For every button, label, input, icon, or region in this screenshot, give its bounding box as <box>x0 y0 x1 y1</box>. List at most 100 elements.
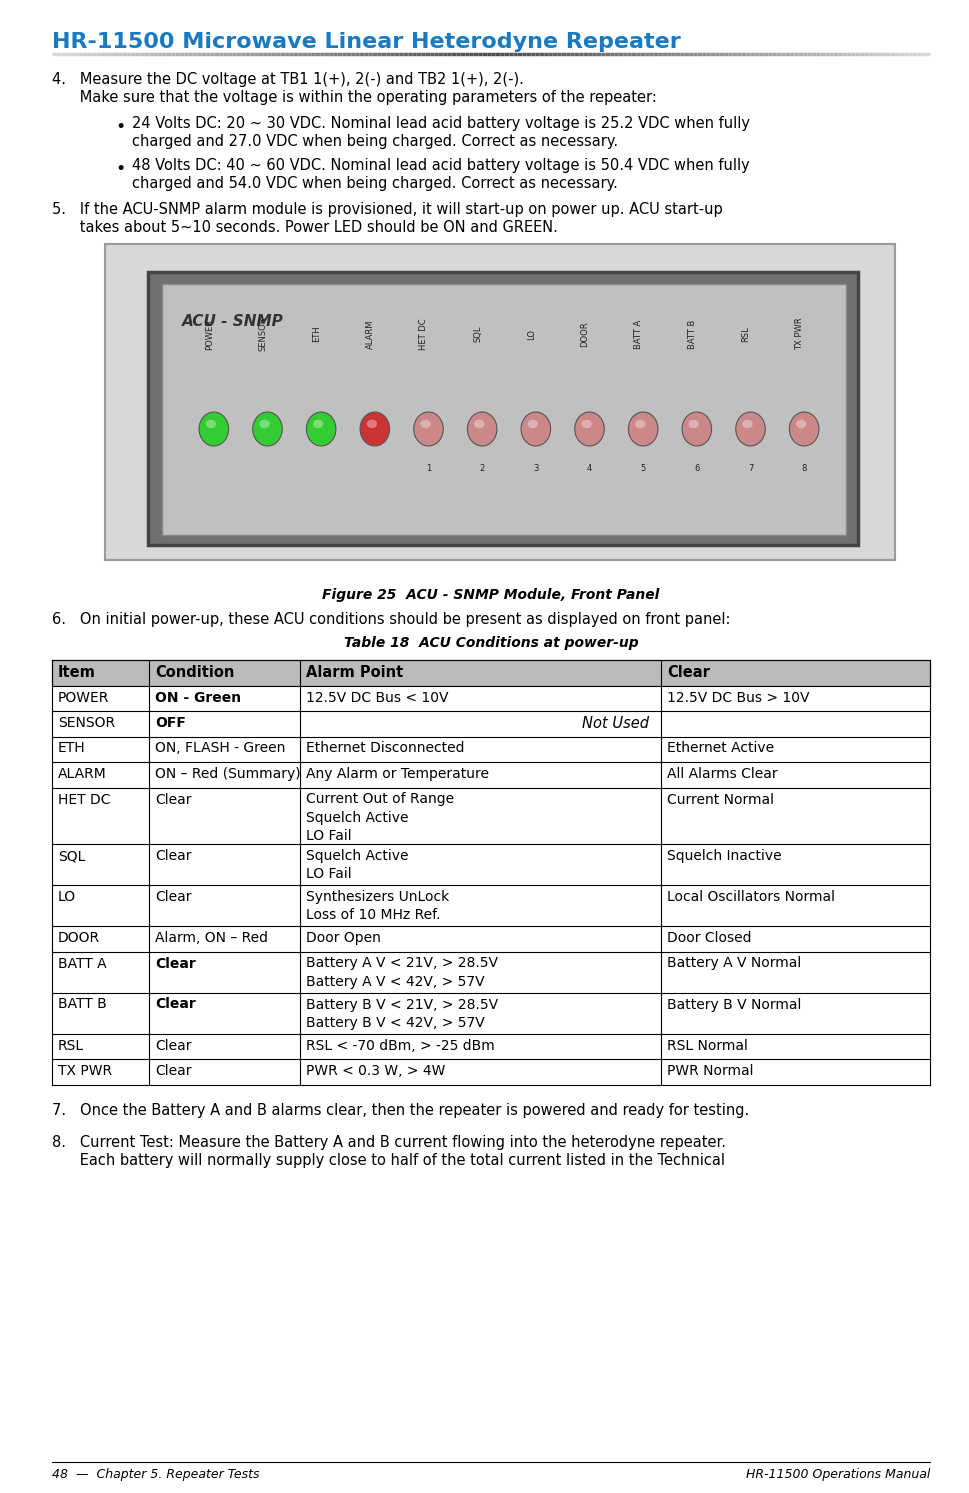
Text: 12.5V DC Bus < 10V: 12.5V DC Bus < 10V <box>306 690 449 705</box>
Bar <box>52 993 930 1033</box>
Bar <box>52 885 930 926</box>
Ellipse shape <box>414 412 443 446</box>
Bar <box>52 844 930 885</box>
Text: LO: LO <box>58 890 77 903</box>
Text: ETH: ETH <box>58 742 85 755</box>
Text: Ethernet Active: Ethernet Active <box>668 742 774 755</box>
Text: 24 Volts DC: 20 ~ 30 VDC. Nominal lead acid battery voltage is 25.2 VDC when ful: 24 Volts DC: 20 ~ 30 VDC. Nominal lead a… <box>132 116 750 131</box>
Text: Alarm Point: Alarm Point <box>306 664 404 679</box>
Text: HR-11500 Microwave Linear Heterodyne Repeater: HR-11500 Microwave Linear Heterodyne Rep… <box>52 31 681 52</box>
Text: Door Closed: Door Closed <box>668 932 752 945</box>
Text: HET DC: HET DC <box>420 318 428 349</box>
Text: 8.   Current Test: Measure the Battery A and B current flowing into the heterody: 8. Current Test: Measure the Battery A a… <box>52 1135 726 1150</box>
Text: BATT B: BATT B <box>58 997 107 1011</box>
Text: Squelch Inactive: Squelch Inactive <box>668 850 782 863</box>
Text: ETH: ETH <box>312 325 321 342</box>
Ellipse shape <box>205 420 216 428</box>
Bar <box>148 272 858 545</box>
Text: Item: Item <box>58 664 96 679</box>
Text: 12.5V DC Bus > 10V: 12.5V DC Bus > 10V <box>668 690 810 705</box>
Text: Local Oscillators Normal: Local Oscillators Normal <box>668 890 835 903</box>
Text: Battery B V < 21V, > 28.5V
Battery B V < 42V, > 57V: Battery B V < 21V, > 28.5V Battery B V <… <box>306 997 499 1030</box>
Text: 5.   If the ACU-SNMP alarm module is provisioned, it will start-up on power up. : 5. If the ACU-SNMP alarm module is provi… <box>52 202 723 216</box>
Ellipse shape <box>735 412 766 446</box>
Bar <box>52 736 930 761</box>
Ellipse shape <box>790 412 819 446</box>
Bar <box>52 685 930 711</box>
Text: Ethernet Disconnected: Ethernet Disconnected <box>306 742 465 755</box>
Text: Table 18  ACU Conditions at power-up: Table 18 ACU Conditions at power-up <box>344 636 639 649</box>
Text: Door Open: Door Open <box>306 932 382 945</box>
Text: TX PWR: TX PWR <box>58 1065 112 1078</box>
Text: POWER: POWER <box>204 318 214 349</box>
Ellipse shape <box>629 412 658 446</box>
Ellipse shape <box>366 420 377 428</box>
Ellipse shape <box>313 420 324 428</box>
Text: Not Used: Not Used <box>581 717 648 732</box>
Text: SENSOR: SENSOR <box>58 717 115 730</box>
Text: Clear: Clear <box>155 890 192 903</box>
Text: Clear: Clear <box>668 664 710 679</box>
Text: Current Normal: Current Normal <box>668 793 774 806</box>
Text: RSL: RSL <box>58 1039 84 1053</box>
Text: SENSOR: SENSOR <box>259 317 267 351</box>
Ellipse shape <box>635 420 645 428</box>
Text: Clear: Clear <box>155 1039 192 1053</box>
Text: ALARM: ALARM <box>366 320 375 349</box>
Text: ON - Green: ON - Green <box>155 690 241 705</box>
Bar <box>52 660 930 685</box>
Text: Squelch Active
LO Fail: Squelch Active LO Fail <box>306 850 409 881</box>
Text: PWR Normal: PWR Normal <box>668 1065 754 1078</box>
Text: LO: LO <box>527 328 536 339</box>
Text: SQL: SQL <box>58 850 85 863</box>
Bar <box>52 1033 930 1059</box>
Text: Clear: Clear <box>155 997 196 1011</box>
Bar <box>52 761 930 787</box>
Text: HET DC: HET DC <box>58 793 110 806</box>
Bar <box>52 787 930 844</box>
Bar <box>105 243 895 560</box>
Ellipse shape <box>253 412 282 446</box>
Text: Make sure that the voltage is within the operating parameters of the repeater:: Make sure that the voltage is within the… <box>52 90 657 105</box>
Text: 5: 5 <box>641 464 645 473</box>
Text: Each battery will normally supply close to half of the total current listed in t: Each battery will normally supply close … <box>52 1153 725 1168</box>
Bar <box>52 951 930 993</box>
Text: 3: 3 <box>533 464 539 473</box>
Text: 7: 7 <box>748 464 753 473</box>
Text: Current Out of Range
Squelch Active
LO Fail: Current Out of Range Squelch Active LO F… <box>306 793 454 844</box>
Text: ON – Red (Summary): ON – Red (Summary) <box>155 767 301 781</box>
Text: 4.   Measure the DC voltage at TB1 1(+), 2(-) and TB2 1(+), 2(-).: 4. Measure the DC voltage at TB1 1(+), 2… <box>52 72 524 87</box>
Text: Clear: Clear <box>155 793 192 806</box>
Text: BATT B: BATT B <box>688 320 697 349</box>
Ellipse shape <box>467 412 497 446</box>
Text: 8: 8 <box>801 464 807 473</box>
Text: HR-11500 Operations Manual: HR-11500 Operations Manual <box>745 1468 930 1481</box>
Text: Battery A V Normal: Battery A V Normal <box>668 957 801 970</box>
Text: Figure 25  ACU - SNMP Module, Front Panel: Figure 25 ACU - SNMP Module, Front Panel <box>323 588 660 602</box>
Text: PWR < 0.3 W, > 4W: PWR < 0.3 W, > 4W <box>306 1065 446 1078</box>
Ellipse shape <box>521 412 550 446</box>
Text: 7.   Once the Battery A and B alarms clear, then the repeater is powered and rea: 7. Once the Battery A and B alarms clear… <box>52 1102 749 1117</box>
Text: RSL Normal: RSL Normal <box>668 1039 748 1053</box>
Ellipse shape <box>682 412 711 446</box>
Text: 48 Volts DC: 40 ~ 60 VDC. Nominal lead acid battery voltage is 50.4 VDC when ful: 48 Volts DC: 40 ~ 60 VDC. Nominal lead a… <box>132 158 750 173</box>
Text: 6: 6 <box>694 464 700 473</box>
Text: OFF: OFF <box>155 717 186 730</box>
Ellipse shape <box>797 420 806 428</box>
Text: ALARM: ALARM <box>58 767 107 781</box>
Text: RSL < -70 dBm, > -25 dBm: RSL < -70 dBm, > -25 dBm <box>306 1039 495 1053</box>
Text: Any Alarm or Temperature: Any Alarm or Temperature <box>306 767 489 781</box>
Ellipse shape <box>199 412 229 446</box>
Text: Battery B V Normal: Battery B V Normal <box>668 997 801 1011</box>
Text: Clear: Clear <box>155 1065 192 1078</box>
Text: ACU - SNMP: ACU - SNMP <box>182 314 284 328</box>
Text: 48  —  Chapter 5. Repeater Tests: 48 — Chapter 5. Repeater Tests <box>52 1468 260 1481</box>
Text: Alarm, ON – Red: Alarm, ON – Red <box>155 932 268 945</box>
Ellipse shape <box>575 412 605 446</box>
Text: charged and 54.0 VDC when being charged. Correct as necessary.: charged and 54.0 VDC when being charged.… <box>132 176 618 191</box>
Ellipse shape <box>306 412 336 446</box>
Bar <box>52 711 930 736</box>
Bar <box>162 284 846 534</box>
Text: BATT A: BATT A <box>58 957 107 970</box>
Text: ON, FLASH - Green: ON, FLASH - Green <box>155 742 286 755</box>
